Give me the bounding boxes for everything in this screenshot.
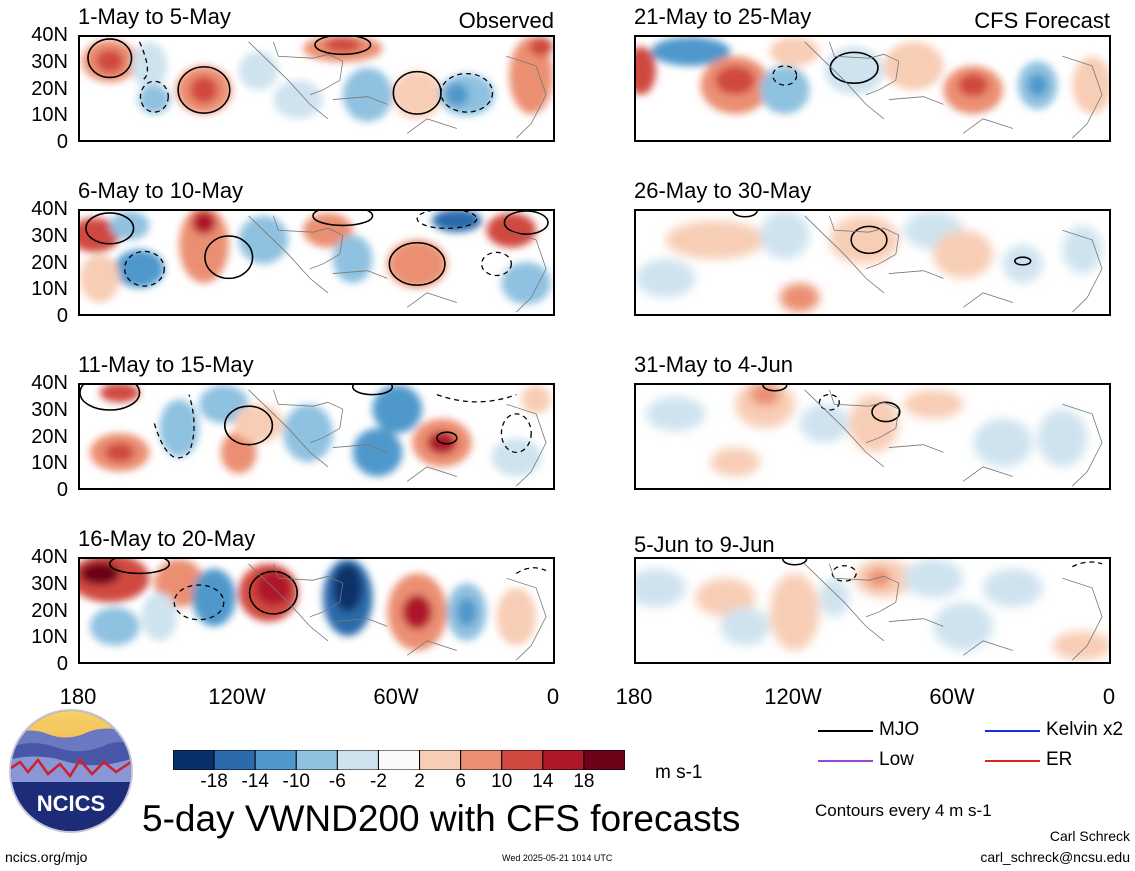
lon-label-120w-right: 120W [764, 684, 822, 709]
legend-label-low: Low [879, 749, 914, 770]
lat-label: 20N [31, 77, 68, 100]
legend-label-mjo: MJO [879, 719, 920, 740]
panel-title-observed-4: 16-May to 20-May [78, 526, 256, 551]
legend-line-kelvin [985, 730, 1040, 732]
map-panel-forecast-1 [634, 35, 1111, 142]
colorbar-swatch [336, 749, 379, 771]
colorbar-units: m s-1 [655, 762, 703, 783]
panel-title-observed-2: 6-May to 10-May [78, 178, 244, 203]
panel-title-forecast-2: 26-May to 30-May [634, 178, 812, 203]
lat-label: 20N [31, 425, 68, 448]
colorbar-tick-label: -2 [370, 771, 387, 792]
panel-title-forecast-4: 5-Jun to 9-Jun [634, 532, 775, 557]
panel-title-forecast-1: 21-May to 25-May [634, 4, 812, 29]
colorbar-swatch [460, 749, 503, 771]
lat-label: 40N [31, 372, 68, 394]
lon-label-120w-left: 120W [208, 684, 266, 709]
lat-label: 30N [31, 50, 68, 73]
lon-label-180-right: 180 [615, 684, 653, 709]
lat-label: 10N [31, 626, 68, 649]
lat-label: 0 [56, 305, 68, 327]
panel-title-observed-1: 1-May to 5-May [78, 4, 231, 29]
forecast-label: CFS Forecast [974, 8, 1110, 33]
panel-title-observed-3: 11-May to 15-May [78, 352, 254, 377]
logo-text: NCICS [37, 791, 105, 816]
map-panel-observed-2 [78, 209, 555, 316]
lon-label-60w-left: 60W [373, 684, 419, 709]
panel-title-forecast-3: 31-May to 4-Jun [634, 352, 793, 377]
colorbar-swatch [377, 749, 421, 771]
colorbar-tick-label: 2 [414, 771, 425, 792]
observed-label: Observed [458, 8, 554, 33]
lat-label: 0 [56, 131, 68, 153]
footer-timestamp: Wed 2025-05-21 1014 UTC [502, 853, 613, 863]
lat-label: 40N [31, 24, 68, 46]
lon-label-0-right: 0 [1102, 684, 1116, 709]
map-panel-observed-4 [78, 557, 555, 664]
colorbar-swatches [172, 749, 626, 771]
lat-label: 0 [56, 479, 68, 501]
lon-label-180-left: 180 [59, 684, 97, 709]
lat-label: 40N [31, 198, 68, 220]
colorbar-swatch [501, 749, 544, 771]
colorbar-swatch [254, 749, 297, 771]
colorbar-tick-label: 10 [491, 771, 513, 792]
legend-label-kelvin: Kelvin x2 [1046, 719, 1124, 740]
legend-label-er: ER [1046, 749, 1073, 770]
map-panel-observed-1 [78, 35, 555, 142]
latitude-labels: 40N 30N 20N 10N 0 40N 30N 20N 10N 0 40N 30N 20N 10N 0 4… [20, 0, 70, 680]
legend-line-low [818, 760, 873, 762]
ncics-logo: NCICS [8, 708, 134, 834]
colorbar-tick-label: -18 [200, 771, 228, 792]
colorbar-swatch [583, 749, 626, 771]
colorbar-tick-label: 14 [532, 771, 554, 792]
map-panel-forecast-4 [634, 557, 1111, 664]
contour-note: Contours every 4 m s-1 [815, 801, 992, 820]
colorbar-tick-label: -6 [328, 771, 346, 792]
colorbar-tick-label: 18 [573, 771, 595, 792]
legend-line-er [985, 760, 1040, 762]
colorbar-swatch [172, 749, 215, 771]
colorbar-ticks: -18 -14 -10 -6 -2 2 6 10 14 18 [173, 772, 625, 794]
colorbar [172, 749, 626, 771]
colorbar-swatch [213, 749, 256, 771]
lat-label: 20N [31, 599, 68, 622]
colorbar-tick-label: 6 [455, 771, 466, 792]
lat-label: 20N [31, 251, 68, 274]
lat-label: 30N [31, 398, 68, 421]
lat-label: 10N [31, 278, 68, 301]
footer-url[interactable]: ncics.org/mjo [5, 849, 88, 865]
colorbar-swatch [295, 749, 338, 771]
footer-email[interactable]: carl_schreck@ncsu.edu [980, 849, 1130, 865]
map-panel-forecast-3 [634, 383, 1111, 490]
lat-label: 30N [31, 572, 68, 595]
colorbar-tick-label: -10 [282, 771, 310, 792]
lat-label: 0 [56, 653, 68, 675]
legend-line-mjo [818, 730, 873, 732]
lat-label: 40N [31, 546, 68, 568]
lon-label-0-left: 0 [546, 684, 560, 709]
lat-label: 10N [31, 104, 68, 127]
map-panel-observed-3 [78, 383, 555, 490]
footer-author: Carl Schreck [1049, 828, 1130, 844]
lon-label-60w-right: 60W [929, 684, 975, 709]
colorbar-swatch [542, 749, 585, 771]
lat-label: 10N [31, 452, 68, 475]
lat-label: 30N [31, 224, 68, 247]
colorbar-tick-label: -14 [241, 771, 269, 792]
map-panel-forecast-2 [634, 209, 1111, 316]
colorbar-swatch [419, 749, 462, 771]
figure-title: 5-day VWND200 with CFS forecasts [142, 798, 741, 839]
